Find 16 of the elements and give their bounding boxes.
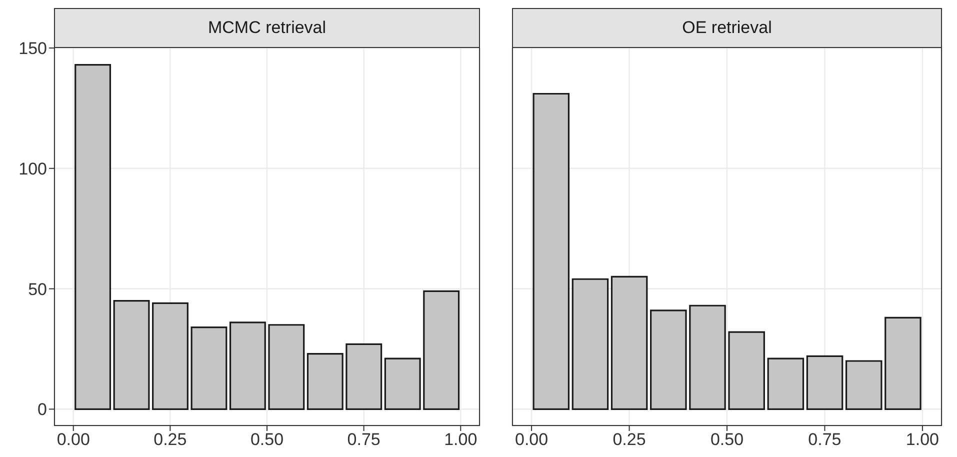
chart-title: OE retrieval <box>682 18 772 38</box>
y-tick-label: 50 <box>28 280 47 299</box>
x-tick-label: 0.00 <box>56 430 90 450</box>
x-tick-label: 0.25 <box>154 430 187 450</box>
y-tick-label: 150 <box>18 39 47 58</box>
chart-title: MCMC retrieval <box>208 18 326 38</box>
y-tick-label: 100 <box>18 159 47 178</box>
x-tick-label: 0.75 <box>808 430 842 450</box>
x-tick-label: 0.50 <box>250 430 284 450</box>
x-tick-label: 0.75 <box>347 430 380 450</box>
x-tick-label: 0.50 <box>710 430 744 450</box>
x-tick-label: 0.00 <box>515 430 548 450</box>
x-tick-label: 0.25 <box>612 430 646 450</box>
x-tick-label: 1.00 <box>444 430 478 450</box>
x-tick-label: 1.00 <box>906 430 939 450</box>
y-tick-label: 0 <box>38 400 47 420</box>
